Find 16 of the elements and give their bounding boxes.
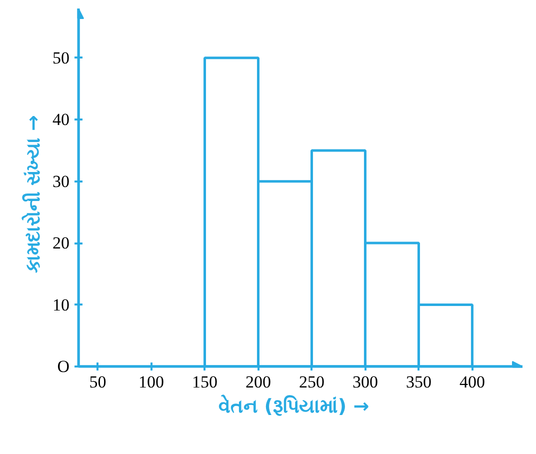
x-tick-label: 100	[138, 372, 164, 392]
y-tick-label: 50	[52, 48, 70, 68]
x-tick-label: 300	[352, 372, 378, 392]
y-tick-label: 30	[52, 172, 70, 191]
x-axis-title: વેતન (રૂપિયામાં) →	[218, 394, 370, 418]
y-tick-label: 20	[52, 234, 70, 253]
x-tick-label: 400	[459, 372, 485, 392]
y-tick-label: O	[57, 357, 70, 376]
x-tick-label: 150	[192, 372, 218, 392]
x-tick-label: 200	[245, 372, 271, 392]
y-tick-label: 40	[52, 110, 70, 130]
x-tick-label: 350	[406, 372, 432, 392]
y-axis-title: કામદારોની સંખ્યા →	[22, 115, 44, 274]
x-tick-label: 50	[89, 372, 106, 392]
x-tick-label: 250	[298, 372, 324, 392]
y-tick-label: 10	[52, 295, 70, 314]
